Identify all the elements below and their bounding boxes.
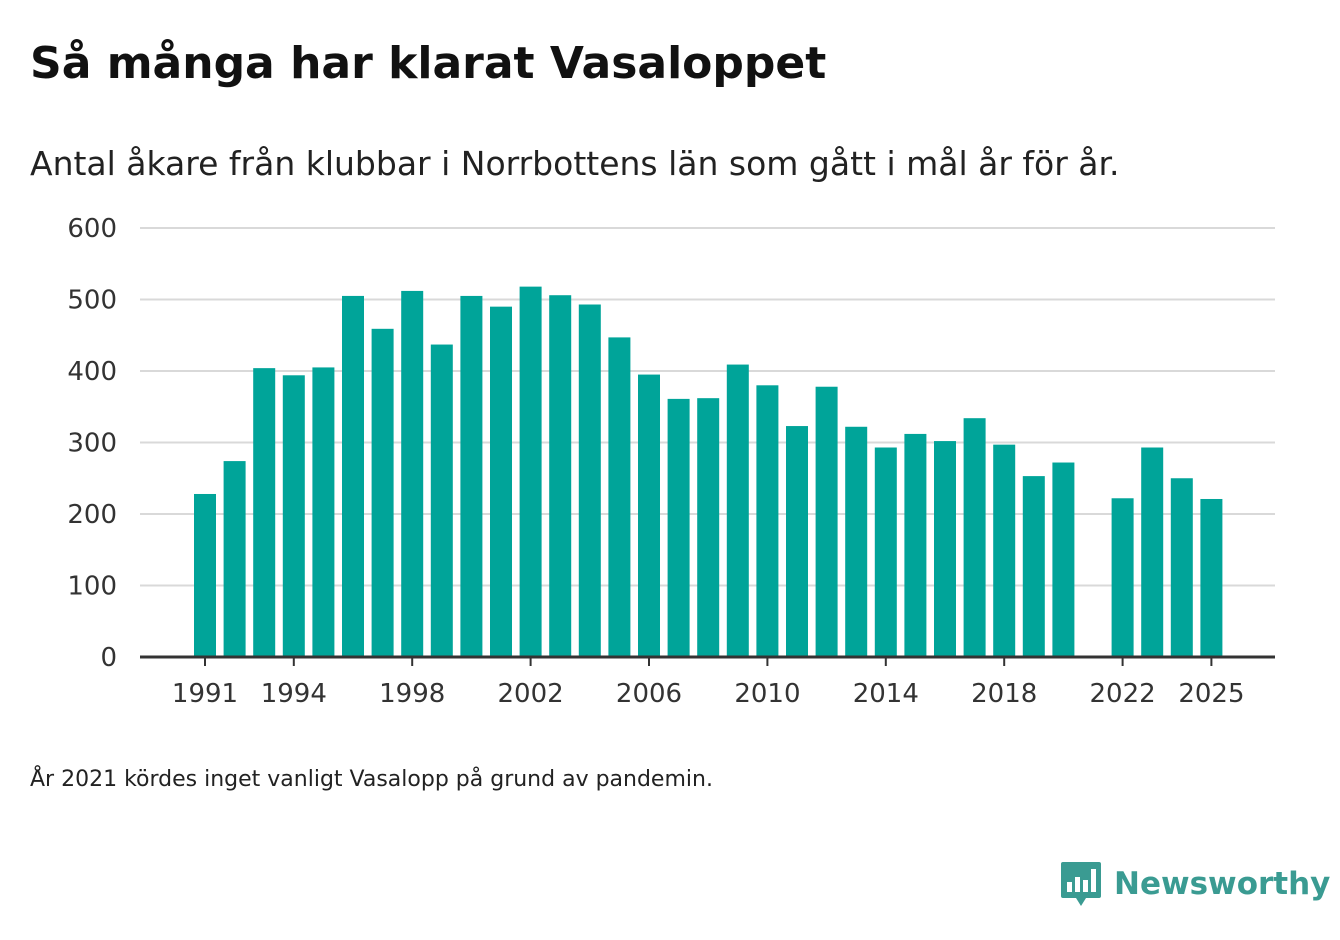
bar-1998 (401, 290, 424, 657)
bar-2022 (1111, 498, 1134, 657)
x-tick-label: 2018 (971, 679, 1037, 709)
bar-2005 (608, 337, 631, 657)
bar-2024 (1170, 478, 1193, 657)
bar-2006 (638, 374, 660, 657)
bar-2014 (874, 447, 897, 657)
bar-2018 (993, 444, 1016, 657)
y-tick-label: 200 (67, 500, 117, 530)
bar-1993 (253, 368, 276, 657)
y-tick-label: 500 (67, 286, 117, 316)
x-tick-label: 2002 (498, 679, 564, 709)
x-tick-label: 1994 (261, 679, 327, 709)
bar-1997 (371, 328, 394, 657)
bar-2013 (845, 426, 868, 657)
bar-1994 (282, 375, 305, 657)
x-tick-label: 2025 (1178, 679, 1244, 709)
bar-2015 (904, 433, 927, 657)
bar-2023 (1141, 447, 1164, 657)
bar-2010 (756, 385, 779, 657)
bar-2007 (667, 398, 690, 657)
bar-2016 (934, 441, 956, 657)
x-tick-label: 1998 (379, 679, 445, 709)
bar-chart: 0 100 200 300 400 500 600 1991 1994 1998 2002 2006… (67, 214, 1275, 709)
chart-subtitle: Antal åkare från klubbar i Norrbottens l… (30, 144, 1120, 183)
x-tick-label: 2022 (1090, 679, 1156, 709)
bar-2004 (578, 304, 601, 657)
x-tick-label: 1991 (172, 679, 238, 709)
y-axis-tick-labels: 0 100 200 300 400 500 600 (67, 214, 117, 673)
x-axis-tick-labels: 1991 1994 1998 2002 2006 2010 2014 2018 2022 2025 (172, 657, 1244, 709)
y-tick-label: 600 (67, 214, 117, 244)
x-tick-label: 2006 (616, 679, 682, 709)
bar-2008 (697, 398, 720, 657)
bar-2001 (490, 306, 512, 657)
brand-logo: Newsworthy (1060, 860, 1330, 908)
bar-2000 (460, 295, 483, 657)
footnote: År 2021 kördes inget vanligt Vasalopp på… (30, 767, 713, 792)
bar-2025 (1200, 498, 1223, 657)
x-tick-label: 2014 (853, 679, 919, 709)
y-tick-label: 100 (67, 572, 117, 602)
bar-2009 (726, 364, 749, 657)
bar-2012 (815, 386, 838, 657)
y-tick-label: 300 (67, 429, 117, 459)
x-tick-label: 2010 (734, 679, 800, 709)
bar-1999 (430, 344, 453, 657)
bar-2003 (549, 295, 572, 657)
bar-2002 (519, 286, 542, 657)
bars (194, 286, 1223, 657)
bar-2020 (1052, 462, 1075, 657)
y-tick-label: 400 (67, 357, 117, 387)
bar-2019 (1022, 476, 1045, 657)
bar-2011 (786, 426, 808, 657)
newsworthy-logo-icon (1061, 862, 1101, 906)
bar-1992 (223, 461, 246, 657)
bar-1996 (342, 295, 364, 657)
bar-1995 (312, 367, 335, 657)
chart-title: Så många har klarat Vasaloppet (30, 38, 827, 89)
brand-name: Newsworthy (1114, 866, 1331, 902)
bar-2017 (963, 418, 986, 657)
y-tick-label: 0 (100, 643, 117, 673)
bar-1991 (194, 493, 216, 657)
